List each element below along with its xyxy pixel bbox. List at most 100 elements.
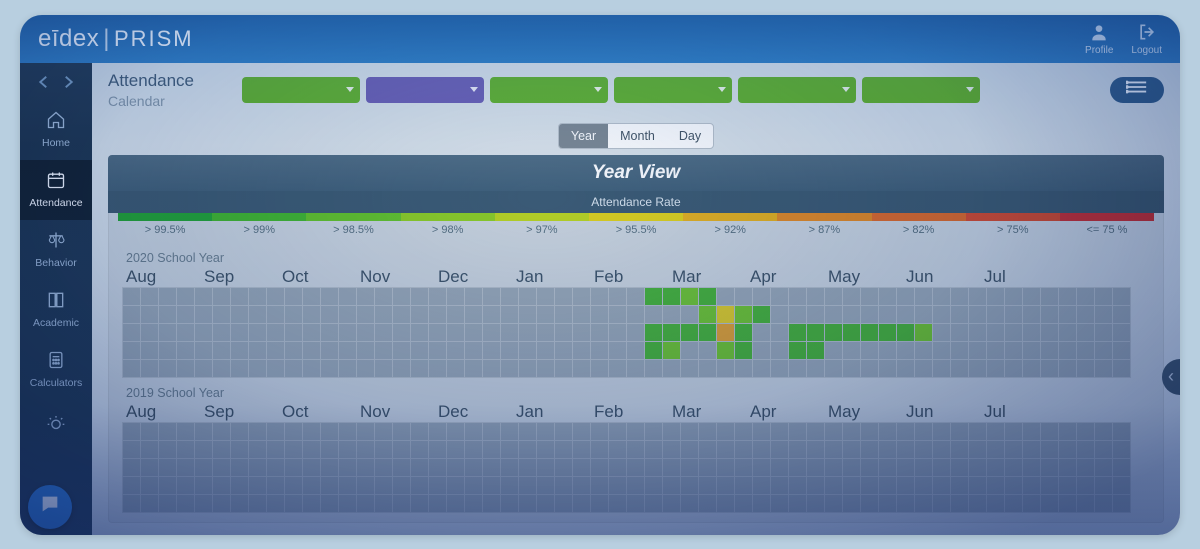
grid-cell[interactable]: [339, 324, 356, 341]
grid-cell[interactable]: [159, 288, 176, 305]
grid-cell[interactable]: [249, 459, 266, 476]
grid-cell[interactable]: [357, 360, 374, 377]
grid-cell[interactable]: [501, 423, 518, 440]
grid-cell[interactable]: [951, 288, 968, 305]
grid-cell[interactable]: [375, 423, 392, 440]
grid-cell[interactable]: [969, 288, 986, 305]
grid-cell[interactable]: [177, 324, 194, 341]
grid-cell[interactable]: [1023, 495, 1040, 512]
grid-cell[interactable]: [897, 306, 914, 323]
grid-cell[interactable]: [393, 306, 410, 323]
grid-cell[interactable]: [141, 423, 158, 440]
grid-cell[interactable]: [411, 495, 428, 512]
grid-cell[interactable]: [915, 306, 932, 323]
grid-cell[interactable]: [267, 477, 284, 494]
grid-cell[interactable]: [1077, 288, 1094, 305]
grid-cell[interactable]: [123, 288, 140, 305]
grid-cell[interactable]: [429, 495, 446, 512]
grid-cell[interactable]: [141, 324, 158, 341]
grid-cell[interactable]: [1113, 288, 1130, 305]
grid-cell[interactable]: [447, 288, 464, 305]
grid-cell[interactable]: [699, 441, 716, 458]
grid-cell[interactable]: [1113, 324, 1130, 341]
nav-forward-button[interactable]: [59, 73, 77, 96]
grid-cell[interactable]: [321, 459, 338, 476]
grid-cell[interactable]: [645, 360, 662, 377]
grid-cell[interactable]: [969, 441, 986, 458]
grid-cell[interactable]: [1005, 477, 1022, 494]
grid-cell[interactable]: [771, 342, 788, 359]
grid-cell[interactable]: [789, 306, 806, 323]
grid-cell[interactable]: [465, 495, 482, 512]
grid-cell[interactable]: [807, 360, 824, 377]
grid-cell[interactable]: [1059, 324, 1076, 341]
grid-cell[interactable]: [1041, 288, 1058, 305]
grid-cell[interactable]: [717, 360, 734, 377]
chat-launcher-button[interactable]: [28, 485, 72, 529]
grid-cell[interactable]: [357, 477, 374, 494]
grid-cell[interactable]: [1113, 477, 1130, 494]
grid-cell[interactable]: [1023, 306, 1040, 323]
grid-cell[interactable]: [231, 423, 248, 440]
grid-cell[interactable]: [483, 306, 500, 323]
grid-cell[interactable]: [1113, 306, 1130, 323]
grid-cell[interactable]: [339, 306, 356, 323]
grid-cell[interactable]: [267, 306, 284, 323]
grid-cell[interactable]: [555, 360, 572, 377]
grid-cell[interactable]: [825, 306, 842, 323]
grid-cell[interactable]: [591, 423, 608, 440]
grid-cell[interactable]: [483, 324, 500, 341]
grid-cell[interactable]: [1041, 360, 1058, 377]
grid-cell[interactable]: [411, 306, 428, 323]
grid-cell[interactable]: [519, 459, 536, 476]
grid-cell[interactable]: [1113, 360, 1130, 377]
grid-cell[interactable]: [771, 306, 788, 323]
grid-cell[interactable]: [1041, 495, 1058, 512]
grid-cell[interactable]: [879, 324, 896, 341]
grid-cell[interactable]: [141, 306, 158, 323]
grid-cell[interactable]: [501, 459, 518, 476]
grid-cell[interactable]: [555, 441, 572, 458]
grid-cell[interactable]: [933, 423, 950, 440]
grid-cell[interactable]: [591, 288, 608, 305]
grid-cell[interactable]: [213, 342, 230, 359]
grid-cell[interactable]: [789, 441, 806, 458]
grid-cell[interactable]: [609, 441, 626, 458]
grid-cell[interactable]: [465, 288, 482, 305]
grid-cell[interactable]: [267, 423, 284, 440]
grid-cell[interactable]: [483, 459, 500, 476]
grid-cell[interactable]: [411, 423, 428, 440]
grid-cell[interactable]: [591, 306, 608, 323]
grid-cell[interactable]: [393, 495, 410, 512]
grid-cell[interactable]: [501, 288, 518, 305]
grid-cell[interactable]: [1059, 459, 1076, 476]
grid-cell[interactable]: [537, 441, 554, 458]
grid-cell[interactable]: [411, 342, 428, 359]
grid-cell[interactable]: [231, 441, 248, 458]
grid-cell[interactable]: [933, 342, 950, 359]
grid-cell[interactable]: [879, 477, 896, 494]
grid-cell[interactable]: [231, 360, 248, 377]
grid-cell[interactable]: [195, 423, 212, 440]
grid-cell[interactable]: [663, 360, 680, 377]
grid-cell[interactable]: [177, 459, 194, 476]
grid-cell[interactable]: [555, 477, 572, 494]
view-toggle-day[interactable]: Day: [667, 124, 713, 148]
grid-cell[interactable]: [681, 306, 698, 323]
grid-cell[interactable]: [789, 495, 806, 512]
grid-cell[interactable]: [501, 495, 518, 512]
grid-cell[interactable]: [285, 288, 302, 305]
grid-cell[interactable]: [1113, 423, 1130, 440]
grid-cell[interactable]: [843, 324, 860, 341]
grid-cell[interactable]: [717, 306, 734, 323]
grid-cell[interactable]: [123, 459, 140, 476]
grid-cell[interactable]: [303, 342, 320, 359]
grid-cell[interactable]: [987, 306, 1004, 323]
grid-cell[interactable]: [573, 306, 590, 323]
grid-cell[interactable]: [555, 342, 572, 359]
grid-cell[interactable]: [519, 288, 536, 305]
grid-cell[interactable]: [393, 477, 410, 494]
grid-cell[interactable]: [573, 423, 590, 440]
grid-cell[interactable]: [285, 495, 302, 512]
grid-cell[interactable]: [429, 306, 446, 323]
